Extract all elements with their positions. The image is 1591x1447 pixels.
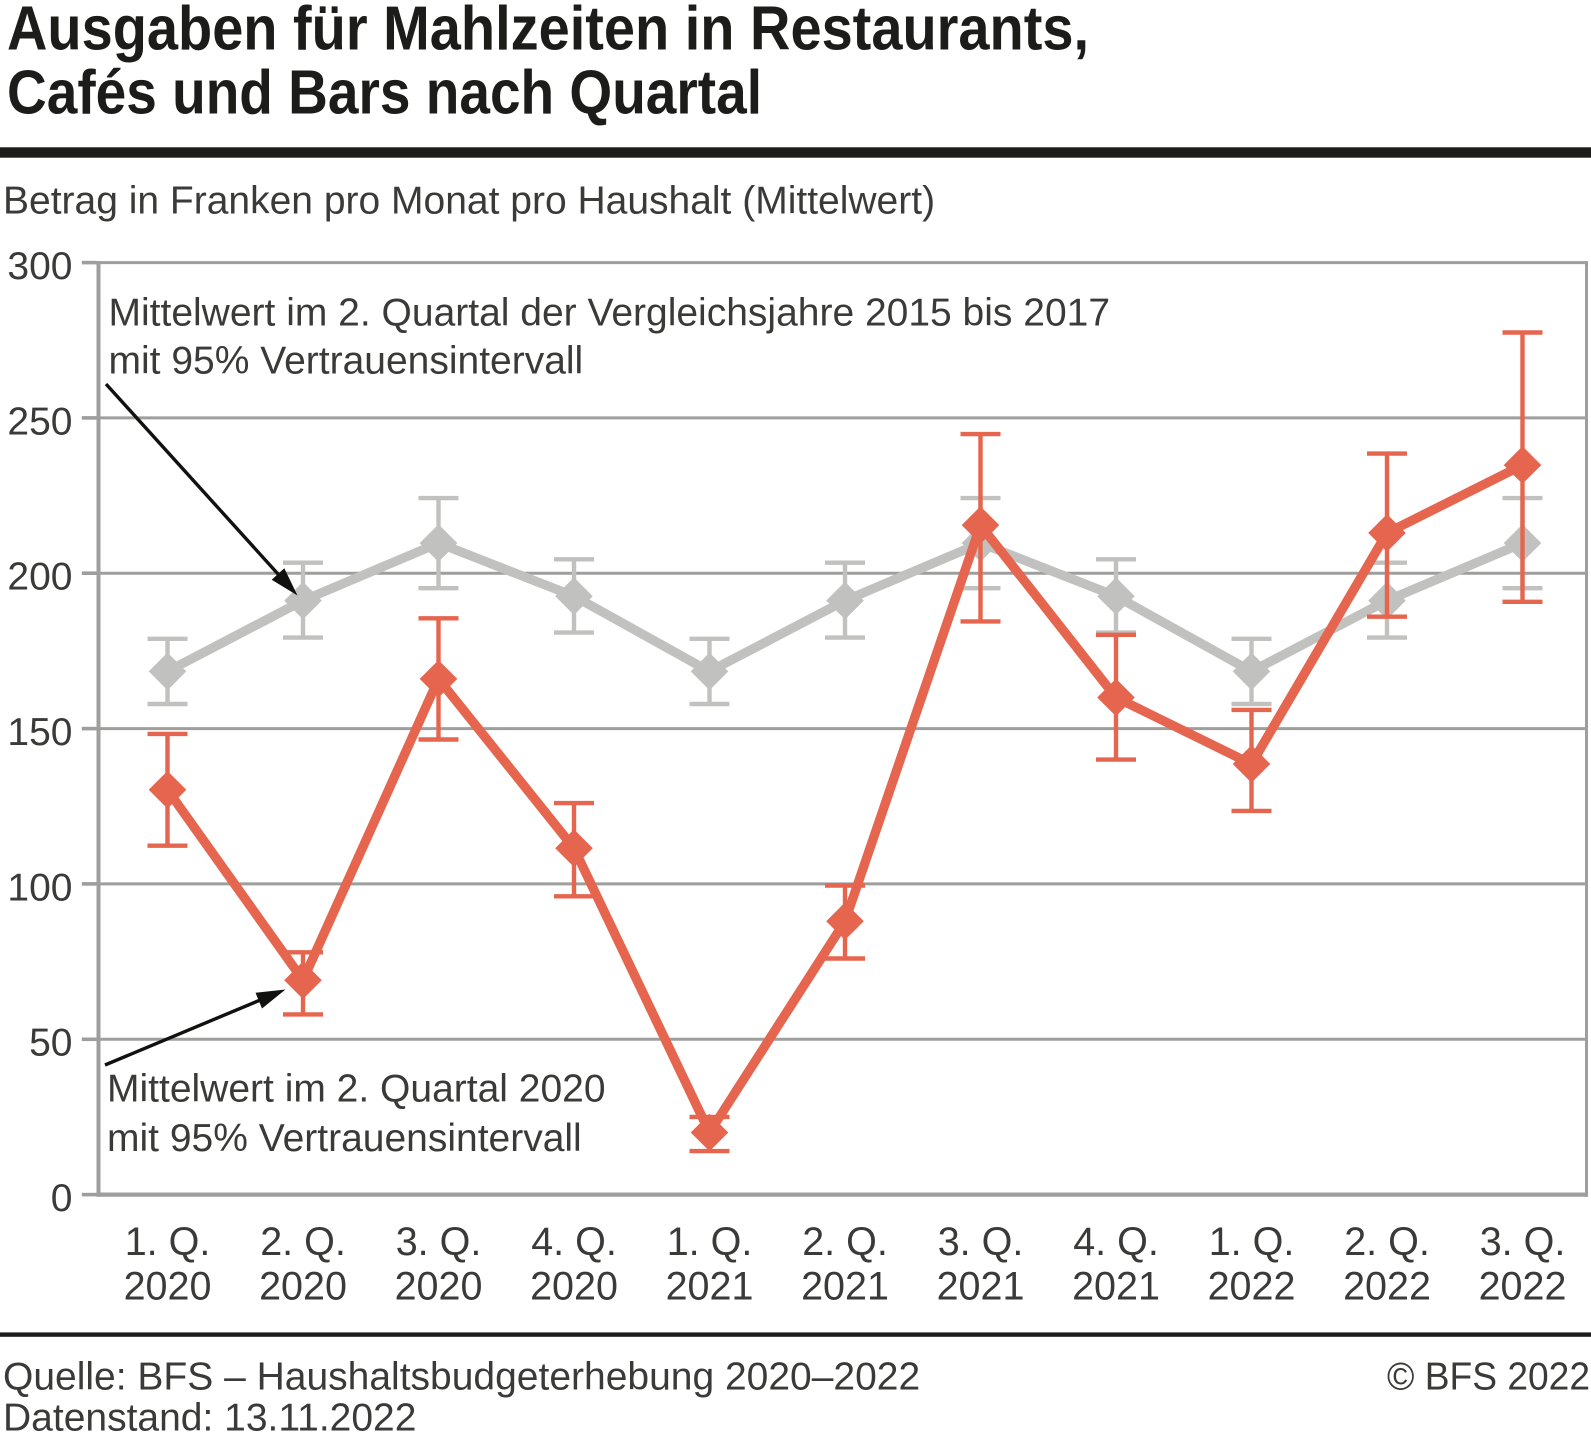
svg-text:2020: 2020	[124, 1264, 212, 1308]
svg-text:1. Q.: 1. Q.	[1209, 1220, 1295, 1264]
svg-text:mit 95% Vertrauensintervall: mit 95% Vertrauensintervall	[107, 1117, 582, 1160]
svg-text:250: 250	[7, 400, 72, 443]
svg-text:2022: 2022	[1208, 1264, 1296, 1308]
svg-text:© BFS 2022: © BFS 2022	[1387, 1355, 1590, 1398]
svg-text:2021: 2021	[801, 1264, 889, 1308]
svg-text:Ausgaben für Mahlzeiten in Res: Ausgaben für Mahlzeiten in Restaurants,	[7, 0, 1089, 64]
svg-text:Mittelwert im 2. Quartal der V: Mittelwert im 2. Quartal der Vergleichsj…	[109, 291, 1111, 334]
svg-text:2021: 2021	[937, 1264, 1025, 1308]
svg-text:0: 0	[51, 1177, 73, 1220]
svg-text:2. Q.: 2. Q.	[260, 1220, 346, 1264]
svg-text:2020: 2020	[259, 1264, 347, 1308]
svg-text:4. Q.: 4. Q.	[1073, 1220, 1159, 1264]
svg-text:Datenstand: 13.11.2022: Datenstand: 13.11.2022	[3, 1397, 416, 1440]
svg-text:2020: 2020	[530, 1264, 618, 1308]
svg-text:Mittelwert im 2. Quartal 2020: Mittelwert im 2. Quartal 2020	[107, 1068, 606, 1111]
svg-text:Quelle: BFS – Haushaltsbudgete: Quelle: BFS – Haushaltsbudgeterhebung 20…	[3, 1356, 920, 1399]
svg-text:Cafés und Bars nach Quartal: Cafés und Bars nach Quartal	[7, 59, 762, 128]
svg-text:2. Q.: 2. Q.	[1344, 1220, 1430, 1264]
svg-text:1. Q.: 1. Q.	[667, 1220, 753, 1264]
svg-text:3. Q.: 3. Q.	[396, 1220, 482, 1264]
svg-text:2021: 2021	[1072, 1264, 1160, 1308]
svg-text:300: 300	[7, 245, 72, 288]
svg-text:50: 50	[29, 1022, 72, 1065]
svg-text:2020: 2020	[395, 1264, 483, 1308]
svg-text:Betrag in Franken pro Monat pr: Betrag in Franken pro Monat pro Haushalt…	[3, 180, 935, 223]
svg-text:mit 95% Vertrauensintervall: mit 95% Vertrauensintervall	[109, 340, 584, 383]
svg-text:200: 200	[7, 556, 72, 599]
svg-text:2022: 2022	[1479, 1264, 1567, 1308]
svg-text:3. Q.: 3. Q.	[938, 1220, 1024, 1264]
svg-text:1. Q.: 1. Q.	[125, 1220, 211, 1264]
svg-text:2022: 2022	[1343, 1264, 1431, 1308]
svg-text:100: 100	[7, 866, 72, 909]
svg-text:3. Q.: 3. Q.	[1480, 1220, 1566, 1264]
svg-text:2. Q.: 2. Q.	[802, 1220, 888, 1264]
svg-text:2021: 2021	[666, 1264, 754, 1308]
svg-text:4. Q.: 4. Q.	[531, 1220, 617, 1264]
svg-text:150: 150	[7, 711, 72, 754]
